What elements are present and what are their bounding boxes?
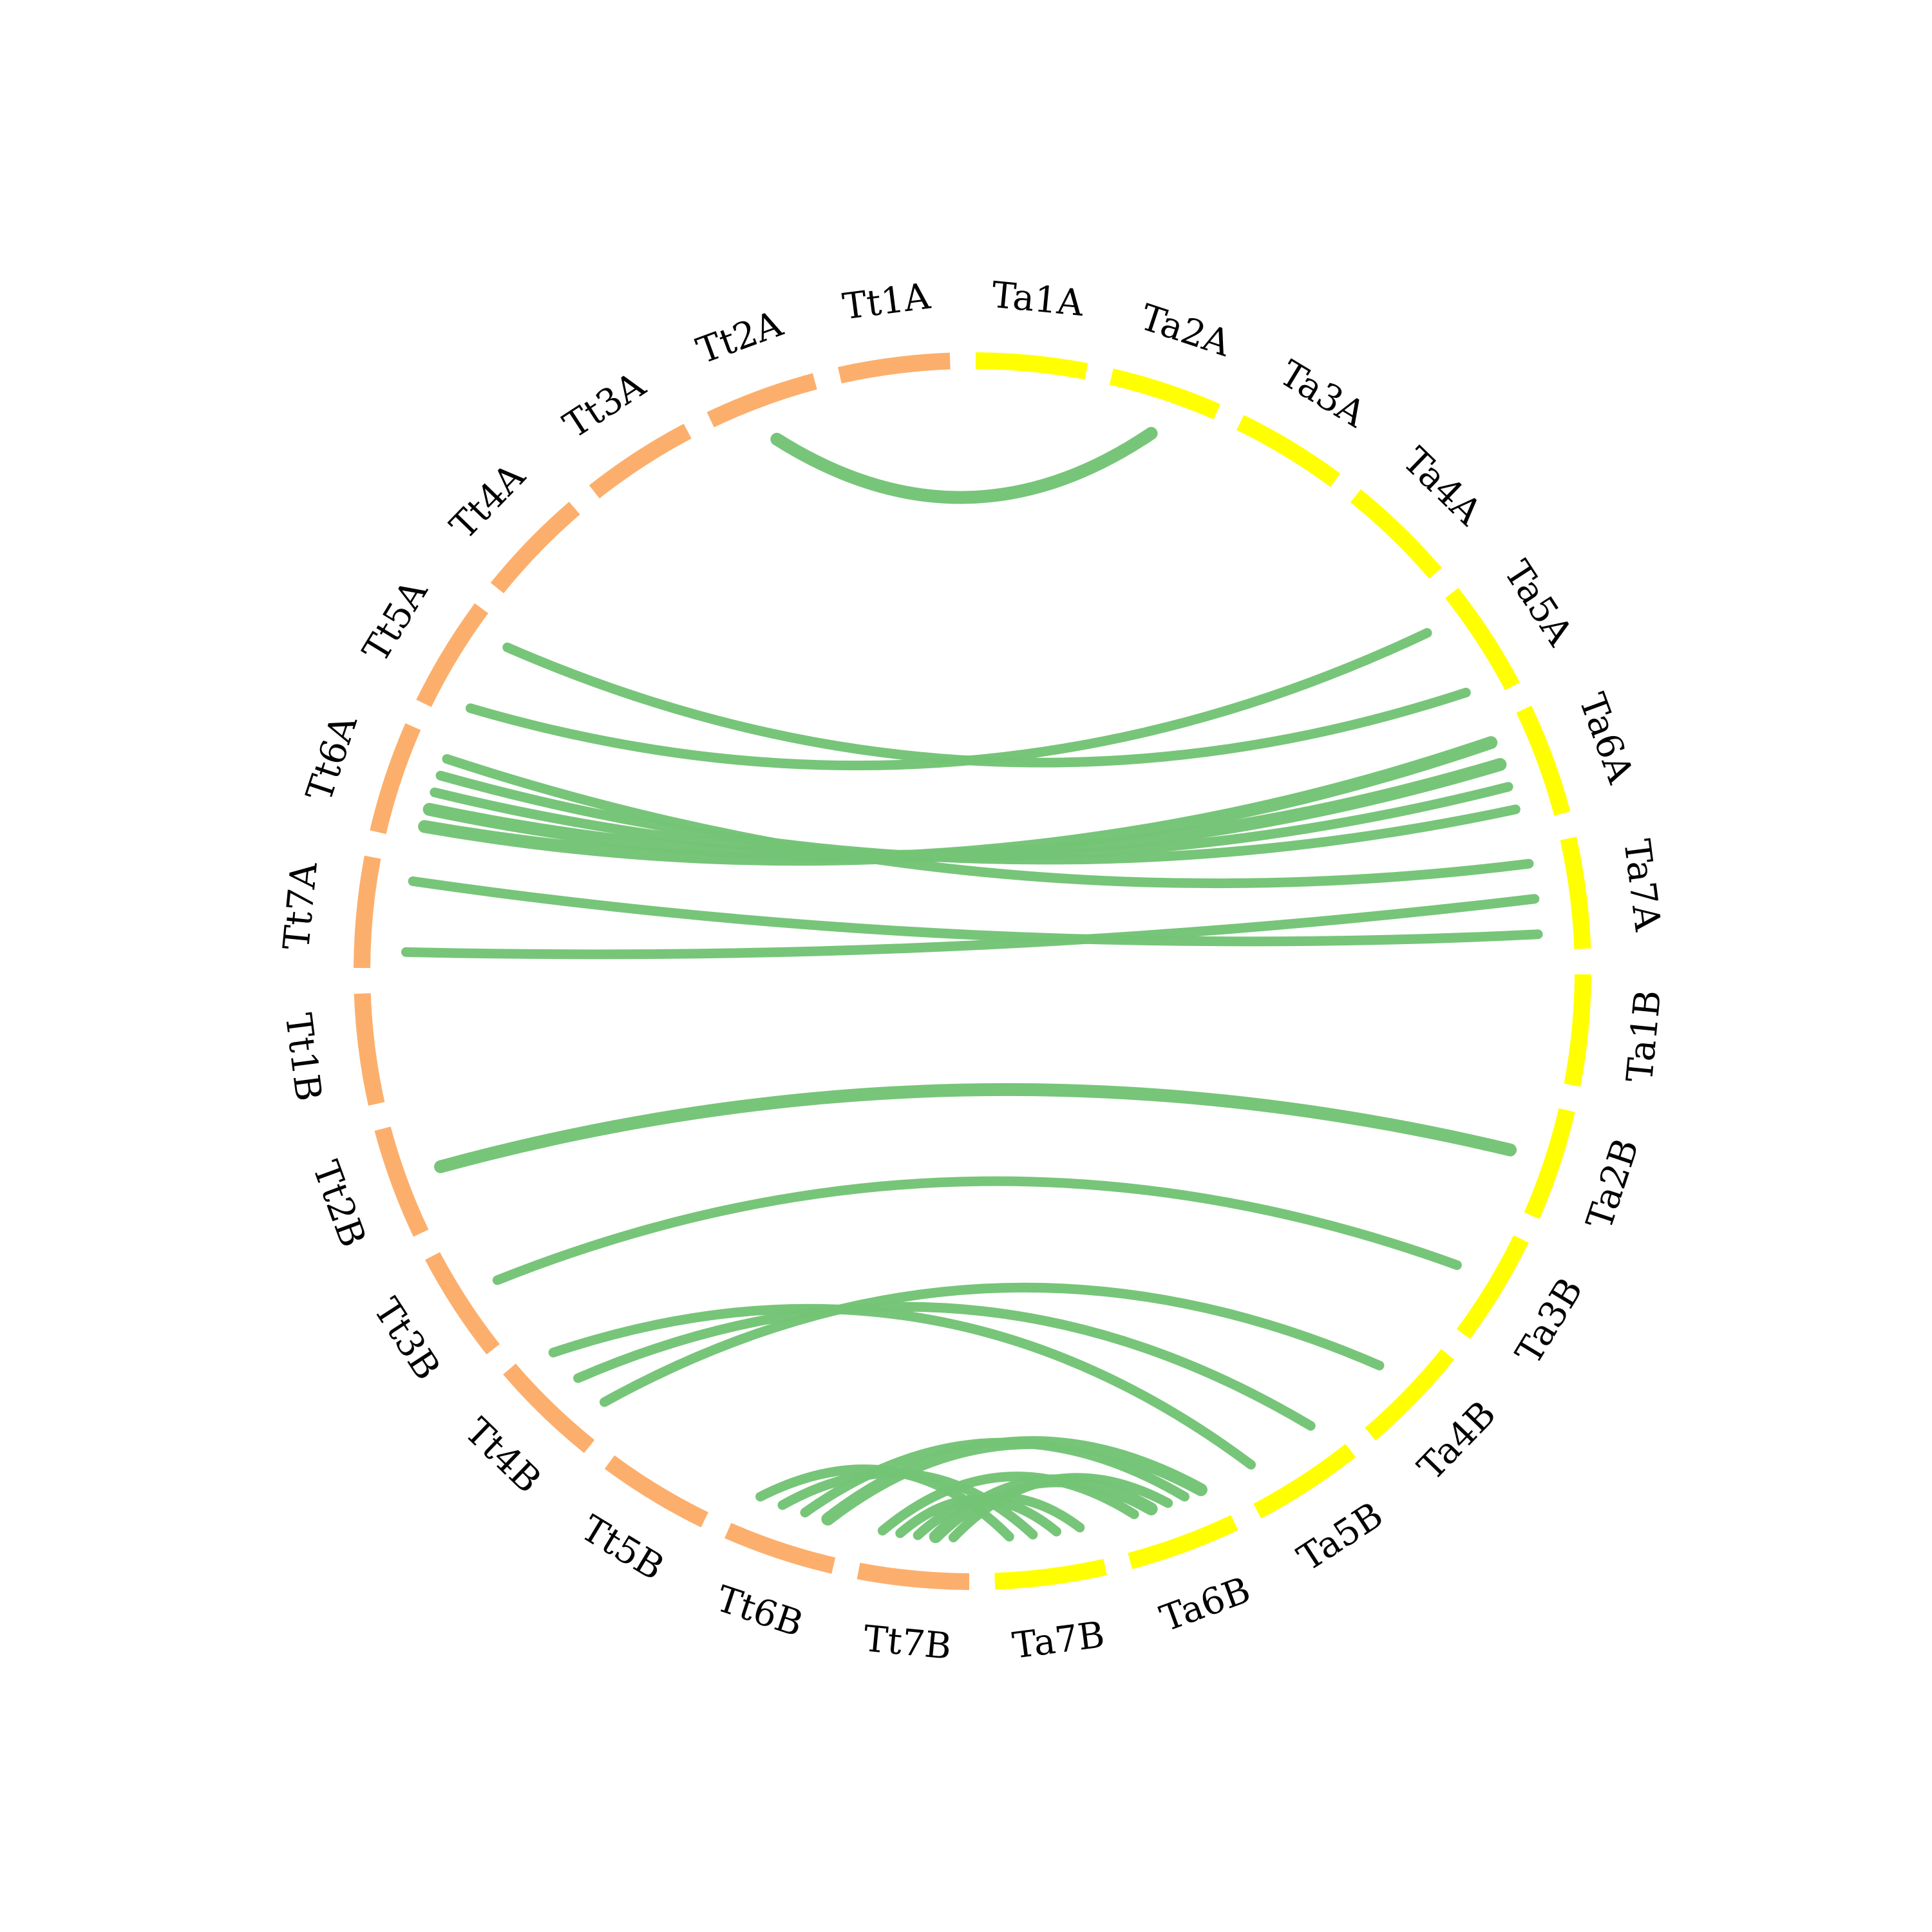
chromosome-segment-ta1b (1564, 974, 1591, 1087)
chromosome-label-ta6a: Ta6A (1571, 688, 1642, 789)
chromosome-segment-tt4a (490, 502, 580, 594)
chromosome-segment-tt6a (370, 723, 421, 835)
chromosome-label-ta1b: Ta1B (1619, 989, 1669, 1084)
chromosome-segment-tt7b (857, 1562, 970, 1590)
chromosome-segment-ta1a (975, 352, 1088, 380)
chromosome-label-ta7a: Ta7A (1615, 837, 1669, 934)
chromosome-label-tt2a: Tt2A (691, 303, 788, 372)
chromosome-segment-tt4b (503, 1363, 595, 1454)
chromosome-label-ta2b: Ta2B (1578, 1133, 1647, 1234)
chromosome-label-ta5b: Ta5B (1291, 1494, 1390, 1580)
chromosome-segment-tt5a (416, 603, 489, 707)
chromosome-label-ta4b: Ta4B (1410, 1393, 1504, 1488)
chromosome-segment-ta4b (1365, 1349, 1455, 1441)
chromosome-label-ta6b: Ta6B (1155, 1569, 1256, 1640)
chromosome-label-tt3a: Tt3A (556, 364, 653, 447)
chromosome-label-ta3b: Ta3B (1508, 1271, 1591, 1372)
synteny-link-tt4b-ta4b (599, 1282, 1385, 1407)
chromosome-segment-tt3b (425, 1252, 500, 1355)
chromosome-label-ta3a: Ta3A (1273, 352, 1373, 436)
chromosome-segment-ta7b (994, 1558, 1107, 1590)
chromosome-label-ta2a: Ta2A (1135, 296, 1236, 365)
synteny-link-tt4b-ta5b (573, 1302, 1316, 1431)
chromosome-label-tt7b: Tt7B (862, 1618, 953, 1668)
chromosome-label-ta7b: Ta7B (1010, 1614, 1107, 1667)
chromosome-label-tt1a: Tt1A (840, 276, 933, 328)
synteny-link-tt5a-ta5a (465, 628, 1432, 771)
chromosome-segment-tt1b (354, 993, 385, 1106)
synteny-link-tt2a-ta2a (770, 426, 1158, 504)
chromosome-segment-ta4a (1350, 489, 1442, 579)
chromosome-ideogram (354, 352, 1591, 1590)
chromosome-label-tt7a: Tt7A (276, 860, 326, 952)
chromosome-label-ta1a: Ta1A (990, 274, 1086, 325)
synteny-link-tt6a-ta6a (435, 770, 1520, 865)
synteny-link-tt2b-ta2b (434, 1083, 1517, 1173)
chromosome-segment-tt3a (589, 424, 692, 498)
synteny-link-tt6b-ta7b (755, 1464, 1014, 1542)
chromosome-segment-ta5a (1445, 587, 1520, 690)
chromosome-segment-ta5b (1253, 1444, 1356, 1519)
synteny-link-tt7b-ta6b (877, 1472, 1139, 1536)
chromosome-segment-tt6b (724, 1522, 836, 1574)
chromosome-label-tt5a: Tt5A (355, 573, 436, 669)
chromosome-segment-tt1a (838, 352, 951, 384)
chromosome-label-tt4a: Tt4A (442, 455, 534, 547)
chromosome-label-tt4b: Tt4B (457, 1410, 549, 1502)
chromosome-segment-ta2a (1109, 368, 1220, 420)
chromosome-segment-tt2a (706, 373, 817, 428)
chromosome-label-tt1b: Tt1B (277, 1011, 330, 1104)
chromosome-segment-ta6a (1516, 705, 1571, 816)
chromosome-label-ta5a: Ta5A (1495, 553, 1580, 653)
chromosome-label-tt3b: Tt3B (365, 1291, 448, 1387)
chromosome-segment-tt7a (354, 855, 381, 969)
chromosome-segment-ta3b (1456, 1235, 1529, 1340)
synteny-link-tt4b-ta5b (548, 1303, 1256, 1470)
chromosome-label-tt6a: Tt6A (298, 710, 366, 806)
chromosome-segment-ta6b (1128, 1515, 1238, 1569)
chromosome-segment-tt2b (374, 1126, 429, 1237)
synteny-link-tt3b-ta3b (492, 1176, 1462, 1285)
synteny-link-tt5a-ta5a (502, 642, 1471, 768)
synteny-links (401, 426, 1543, 1544)
chromosome-segment-ta7a (1560, 837, 1591, 949)
synteny-link-tt6a-ta7a (442, 754, 1534, 889)
chromosome-label-ta4a: Ta4A (1395, 439, 1490, 533)
chromosome-label-tt2b: Tt2B (304, 1155, 374, 1253)
chromosome-segment-tt5b (604, 1455, 708, 1528)
synteny-link-tt7a-ta7a (408, 876, 1543, 947)
chromosome-segment-ta3a (1236, 415, 1341, 488)
chromosome-label-tt5b: Tt5B (574, 1508, 671, 1589)
chromosome-segment-ta2b (1524, 1108, 1575, 1219)
chromosome-label-tt6b: Tt6B (711, 1578, 808, 1645)
synteny-link-tt7a-ta7a (401, 894, 1540, 960)
